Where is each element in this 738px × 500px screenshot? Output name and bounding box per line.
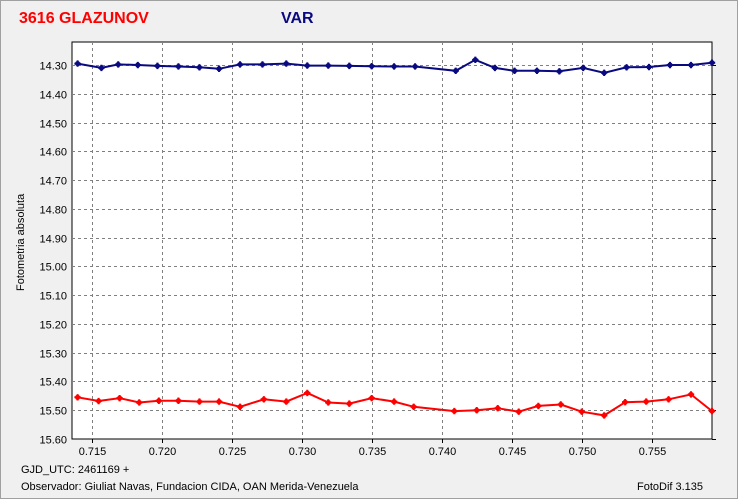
- y-tick-label: 15.30: [39, 349, 67, 361]
- plot-area: [71, 41, 713, 440]
- data-point: [451, 408, 457, 414]
- gjd-label: GJD_UTC: 2461169 +: [21, 464, 130, 476]
- data-point: [175, 398, 182, 404]
- y-tick-label: 15.40: [39, 377, 67, 389]
- data-point: [622, 399, 628, 405]
- y-tick-label: 15.00: [39, 262, 67, 274]
- data-point: [75, 394, 81, 400]
- x-tick-label: 0.720: [149, 446, 177, 458]
- data-point: [516, 409, 522, 415]
- data-point: [237, 61, 243, 68]
- y-tick-label: 15.60: [39, 435, 67, 447]
- data-point: [156, 398, 162, 404]
- data-point: [667, 62, 673, 68]
- data-point: [601, 70, 607, 76]
- data-point: [646, 64, 652, 70]
- y-tick-label: 14.90: [39, 234, 67, 246]
- x-tick-label: 0.740: [429, 446, 457, 458]
- data-point: [325, 62, 331, 69]
- y-tick-label: 14.60: [39, 147, 67, 159]
- data-point: [346, 401, 352, 407]
- x-tick-label: 0.755: [639, 446, 667, 458]
- data-point: [643, 399, 649, 405]
- series-2: [74, 389, 716, 419]
- data-point: [534, 68, 540, 74]
- data-point: [96, 398, 102, 404]
- star-title: 3616 GLAZUNOV: [19, 10, 149, 27]
- data-point: [556, 68, 562, 74]
- data-point: [325, 399, 331, 406]
- x-tick-label: 0.725: [219, 446, 247, 458]
- data-point: [216, 66, 222, 72]
- y-tick-label: 14.50: [39, 119, 67, 131]
- data-point: [511, 68, 518, 74]
- y-tick-label: 14.70: [39, 176, 67, 188]
- data-point: [580, 65, 586, 71]
- data-point: [709, 408, 715, 414]
- y-tick-label: 14.40: [39, 90, 67, 102]
- series-line: [77, 391, 713, 417]
- x-tick-label: 0.715: [79, 446, 107, 458]
- data-point: [304, 390, 310, 396]
- data-point: [558, 401, 564, 408]
- data-point: [472, 57, 478, 63]
- var-title: VAR: [281, 10, 314, 27]
- data-point: [346, 63, 352, 69]
- data-point: [391, 63, 397, 70]
- y-tick-label: 14.80: [39, 205, 67, 217]
- x-tick-label: 0.730: [289, 446, 317, 458]
- data-point: [175, 63, 182, 70]
- data-point: [601, 412, 607, 419]
- series-1: [74, 56, 716, 76]
- data-point: [117, 395, 123, 401]
- x-axis-ticks: 0.715 0.720 0.725 0.730 0.735 0.740 0.745 0.750…: [79, 439, 667, 458]
- data-point: [136, 399, 142, 406]
- y-tick-label: 15.20: [39, 320, 67, 332]
- data-point: [495, 405, 501, 411]
- data-point: [154, 63, 161, 69]
- data-point: [369, 395, 375, 401]
- software-label: FotoDif 3.135: [637, 481, 704, 493]
- data-point: [259, 61, 266, 68]
- data-point: [665, 396, 672, 402]
- data-point: [196, 399, 203, 405]
- data-point: [623, 64, 630, 70]
- y-tick-label: 14.30: [39, 61, 67, 73]
- data-point: [261, 396, 267, 402]
- y-tick-label: 15.50: [39, 406, 67, 418]
- data-point: [474, 407, 480, 413]
- data-point: [535, 403, 541, 409]
- series-layer: [74, 56, 716, 419]
- data-point: [75, 60, 81, 67]
- data-point: [98, 65, 105, 71]
- data-point: [492, 65, 498, 71]
- y-tick-label: 15.10: [39, 291, 67, 303]
- data-point: [237, 404, 243, 410]
- data-point: [135, 62, 141, 68]
- grid: [72, 42, 712, 439]
- data-point: [196, 64, 203, 70]
- data-point: [688, 62, 694, 68]
- data-point: [283, 60, 289, 67]
- data-point: [453, 68, 459, 74]
- series-line: [77, 58, 713, 74]
- data-point: [709, 60, 715, 66]
- data-point: [369, 63, 375, 69]
- x-tick-label: 0.750: [569, 446, 597, 458]
- observer-label: Observador: Giuliat Navas, Fundacion CID…: [21, 481, 359, 493]
- data-point: [579, 409, 585, 415]
- data-point: [688, 391, 694, 398]
- data-point: [283, 399, 289, 405]
- data-point: [304, 62, 310, 69]
- x-tick-label: 0.735: [359, 446, 387, 458]
- data-point: [216, 399, 222, 405]
- data-point: [391, 399, 397, 405]
- data-point: [115, 61, 121, 68]
- y-axis-ticks: 14.30 14.40 14.50 14.60 14.70 14.80 14.90 15.00…: [39, 61, 716, 447]
- data-point: [412, 63, 418, 70]
- x-tick-label: 0.745: [499, 446, 527, 458]
- data-point: [411, 404, 417, 410]
